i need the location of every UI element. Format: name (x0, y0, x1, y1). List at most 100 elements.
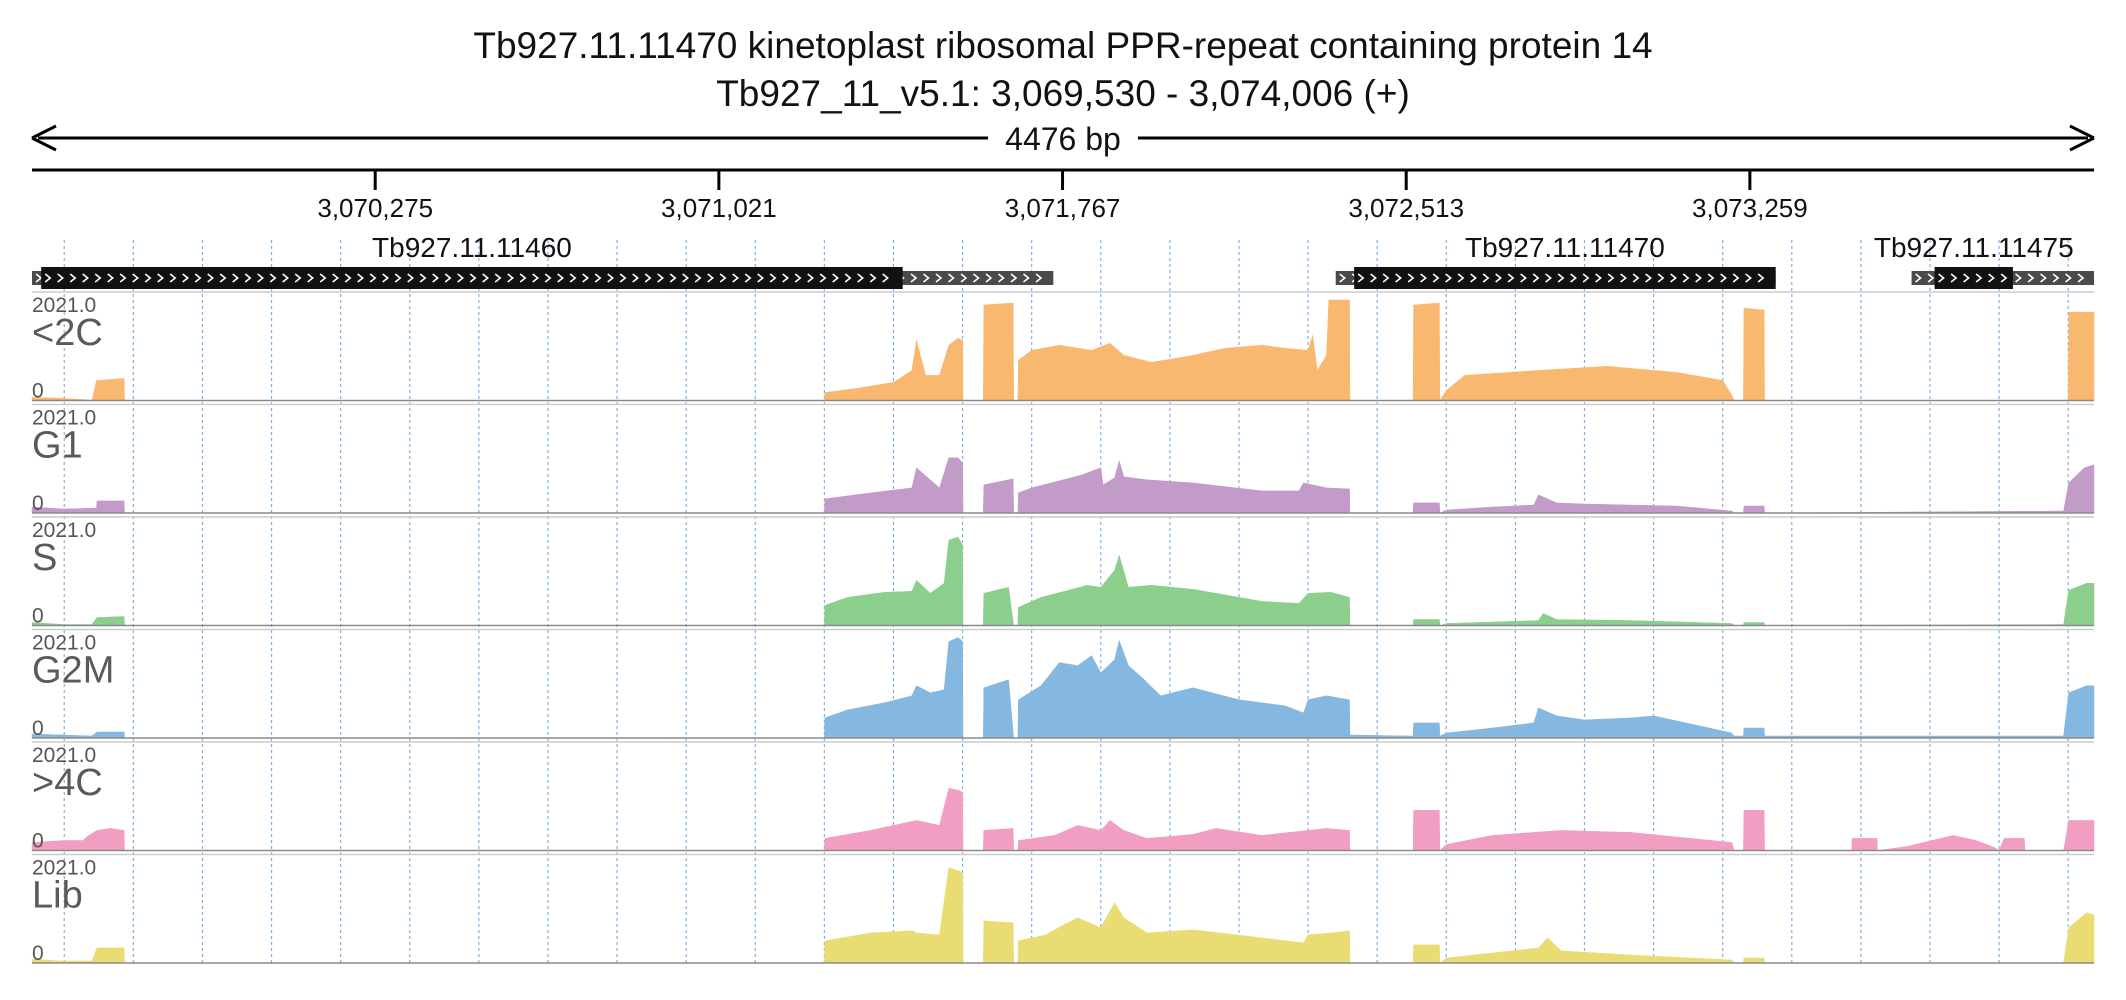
y-max-label: 2021.0 (32, 519, 96, 542)
strand-chevron (1432, 273, 1440, 283)
strand-chevron (1745, 273, 1752, 283)
strand-chevron (132, 273, 139, 283)
strand-chevron (1988, 273, 1995, 283)
strand-chevron (194, 273, 202, 283)
strand-chevron (344, 273, 352, 283)
strand-chevron (507, 273, 514, 283)
axis-tick-label: 3,071,767 (1005, 193, 1121, 223)
strand-chevron (394, 273, 402, 283)
strand-chevron (1595, 273, 1602, 283)
strand-chevron (1339, 273, 1347, 283)
strand-chevron (644, 273, 652, 283)
coverage-area (31, 536, 2095, 626)
span-arrow-right-head (2069, 124, 2095, 152)
strand-chevron (757, 273, 764, 283)
track-name-label: G2M (32, 650, 114, 692)
strand-chevron (1035, 273, 1043, 283)
strand-chevron (910, 273, 918, 283)
strand-chevron (532, 273, 539, 283)
strand-chevron (1357, 273, 1365, 283)
strand-chevron (307, 273, 314, 283)
y-min-label: 0 (32, 380, 44, 403)
strand-chevron (69, 273, 77, 283)
strand-chevron (1570, 273, 1577, 283)
strand-chevron (269, 273, 277, 283)
y-min-label: 0 (32, 717, 44, 740)
strand-chevron (985, 273, 993, 283)
coverage-area (31, 457, 2095, 514)
strand-chevron (744, 273, 752, 283)
strand-chevron (882, 273, 889, 283)
strand-chevron (1507, 273, 1515, 283)
axis-tick-label: 3,071,021 (661, 193, 777, 223)
strand-chevron (1632, 273, 1640, 283)
strand-chevron (694, 273, 702, 283)
strand-chevron (1495, 273, 1502, 283)
strand-chevron (369, 273, 377, 283)
y-max-label: 2021.0 (32, 857, 96, 880)
strand-chevron (1023, 273, 1030, 283)
strand-chevron (357, 273, 364, 283)
strand-chevron (707, 273, 714, 283)
strand-chevron (544, 273, 552, 283)
strand-chevron (319, 273, 327, 283)
strand-chevron (1645, 273, 1652, 283)
strand-chevron (1420, 273, 1427, 283)
gene-cds-bar (1354, 267, 1776, 289)
strand-chevron (1670, 273, 1677, 283)
strand-chevron (182, 273, 189, 283)
strand-chevron (935, 273, 943, 283)
strand-chevron (869, 273, 877, 283)
strand-chevron (44, 273, 52, 283)
strand-chevron (169, 273, 177, 283)
strand-chevron (998, 273, 1005, 283)
strand-chevron (519, 273, 527, 283)
strand-chevron (923, 273, 930, 283)
strand-chevron (1963, 273, 1970, 283)
y-max-label: 2021.0 (32, 744, 96, 767)
axis-tick-label: 3,073,259 (1692, 193, 1808, 223)
strand-chevron (332, 273, 339, 283)
strand-chevron (432, 273, 439, 283)
gene-label: Tb927.11.11470 (1465, 232, 1665, 263)
y-min-label: 0 (32, 942, 44, 965)
strand-chevron (257, 273, 264, 283)
strand-chevron (1720, 273, 1727, 283)
strand-chevron (144, 273, 152, 283)
strand-chevron (1457, 273, 1465, 283)
axis-tick-label: 3,070,275 (317, 193, 433, 223)
strand-chevron (57, 273, 64, 283)
strand-chevron (769, 273, 777, 283)
strand-chevron (973, 273, 980, 283)
strand-chevron (857, 273, 864, 283)
strand-chevron (382, 273, 389, 283)
strand-chevron (457, 273, 464, 283)
strand-chevron (569, 273, 577, 283)
strand-chevron (2040, 273, 2047, 283)
strand-chevron (1445, 273, 1452, 283)
strand-chevron (444, 273, 452, 283)
strand-chevron (1607, 273, 1615, 283)
track-name-label: Lib (32, 875, 83, 917)
strand-chevron (1950, 273, 1958, 283)
coverage-area (31, 867, 2095, 964)
strand-chevron (1915, 273, 1922, 283)
strand-chevron (1757, 273, 1765, 283)
strand-chevron (107, 273, 114, 283)
strand-chevron (1938, 273, 1945, 283)
y-min-label: 0 (32, 830, 44, 853)
axis-tick-label: 3,072,513 (1348, 193, 1464, 223)
strand-chevron (807, 273, 814, 283)
strand-chevron (1620, 273, 1627, 283)
chart-subtitle: Tb927_11_v5.1: 3,069,530 - 3,074,006 (+) (716, 73, 1410, 114)
strand-chevron (619, 273, 627, 283)
track-name-label: G1 (32, 425, 83, 467)
strand-chevron (294, 273, 302, 283)
strand-chevron (1682, 273, 1690, 283)
coverage-area (31, 787, 2095, 852)
strand-chevron (2077, 273, 2085, 283)
strand-chevron (1382, 273, 1390, 283)
strand-chevron (1520, 273, 1527, 283)
span-label-background (988, 118, 1138, 158)
strand-chevron (419, 273, 427, 283)
